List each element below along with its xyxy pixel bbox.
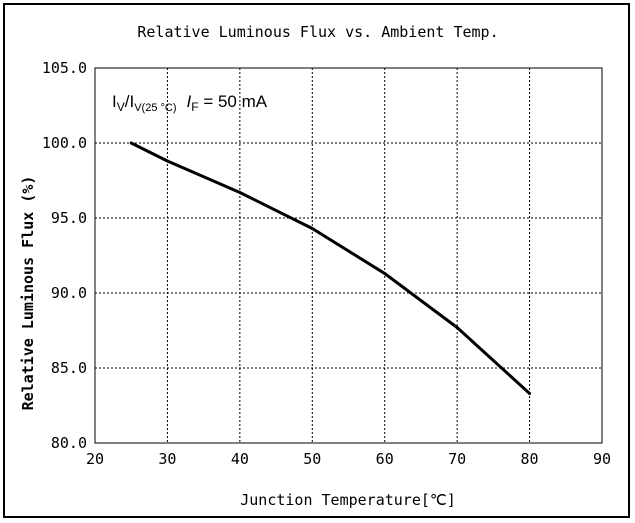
x-axis-label: Junction Temperature[℃] — [240, 491, 456, 509]
data-point — [455, 326, 459, 329]
y-axis-label: Relative Luminous Flux (%) — [19, 176, 37, 411]
y-tick-labels: 80.0 85.0 90.0 95.0 100.0 105.0 — [42, 59, 87, 452]
x-tick-label: 80 — [521, 450, 539, 468]
y-tick-label: 85.0 — [51, 359, 87, 377]
chart-title: Relative Luminous Flux vs. Ambient Temp. — [137, 23, 498, 41]
y-tick-label: 100.0 — [42, 134, 87, 152]
legend-annotation: IV/IV(25 °C) IF = 50 mA — [112, 92, 268, 114]
x-tick-labels: 20 30 40 50 60 70 80 90 — [86, 450, 611, 468]
data-point — [310, 227, 314, 230]
x-tick-label: 20 — [86, 450, 104, 468]
x-tick-label: 50 — [303, 450, 321, 468]
grid — [95, 68, 602, 443]
x-tick-label: 90 — [593, 450, 611, 468]
x-tick-label: 40 — [231, 450, 249, 468]
data-point — [238, 191, 242, 194]
data-points — [129, 141, 532, 395]
y-tick-label: 90.0 — [51, 284, 87, 302]
data-point — [129, 141, 133, 145]
plot-area-border — [94, 67, 603, 444]
x-tick-label: 60 — [376, 450, 394, 468]
data-point — [165, 159, 169, 163]
x-tick-label: 70 — [448, 450, 466, 468]
chart-frame — [3, 3, 630, 518]
y-tick-label: 95.0 — [51, 209, 87, 227]
y-tick-label: 80.0 — [51, 434, 87, 452]
y-tick-label: 105.0 — [42, 59, 87, 77]
series-line — [130, 141, 531, 395]
data-point — [383, 272, 387, 275]
x-tick-label: 30 — [158, 450, 176, 468]
data-point — [528, 392, 532, 395]
